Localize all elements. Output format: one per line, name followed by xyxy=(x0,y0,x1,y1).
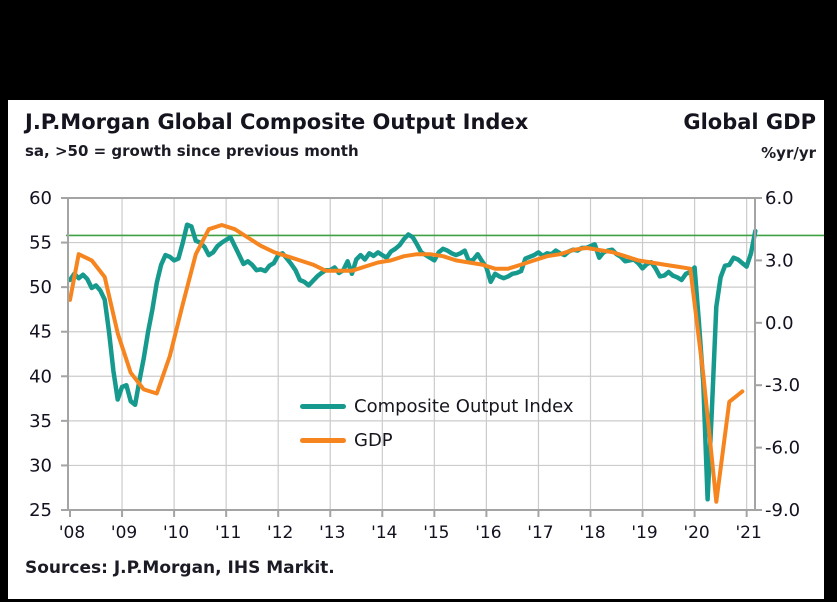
legend-item-composite: Composite Output Index xyxy=(300,396,574,417)
y-left-tick-label: 60 xyxy=(29,188,52,209)
y-right-tick-label: 0.0 xyxy=(765,313,794,334)
y-left-tick-label: 35 xyxy=(29,411,52,432)
right-axis-units: %yr/yr xyxy=(761,144,816,162)
chart-canvas: 60 55 50 45 40 35 30 25 6.0 3.0 0.0 -3.0 -6.0 -9.0 '08… xyxy=(29,188,824,543)
x-tick-label: '10 xyxy=(163,523,189,543)
y-left-tick-label: 30 xyxy=(29,455,52,476)
y-left-tick-label: 50 xyxy=(29,277,52,298)
y-right-tick-label: -9.0 xyxy=(765,500,800,521)
x-tick-label: '20 xyxy=(683,523,709,543)
y-left-tick-label: 45 xyxy=(29,322,52,343)
x-tick-label: '18 xyxy=(579,523,605,543)
gdp-line-swatch xyxy=(300,438,346,443)
y-right-tick-label: -6.0 xyxy=(765,438,800,459)
y-right-tick-label: 6.0 xyxy=(765,188,794,209)
x-tick-label: '12 xyxy=(267,523,293,543)
x-tick-label: '13 xyxy=(319,523,345,543)
legend-item-gdp: GDP xyxy=(300,430,574,451)
chart-title: J.P.Morgan Global Composite Output Index xyxy=(25,110,529,134)
x-tick-label: '19 xyxy=(631,523,657,543)
right-axis-title: Global GDP xyxy=(683,110,816,134)
x-tick-label: '21 xyxy=(735,523,761,543)
composite-line-swatch xyxy=(300,404,346,409)
x-tick-label: '15 xyxy=(423,523,449,543)
x-tick-label: '11 xyxy=(215,523,241,543)
y-left-tick-label: 25 xyxy=(29,500,52,521)
y-right-tick-label: 3.0 xyxy=(765,250,794,271)
chart-card: J.P.Morgan Global Composite Output Index… xyxy=(8,97,824,599)
sources-note: Sources: J.P.Morgan, IHS Markit. xyxy=(25,558,335,578)
x-tick-label: '17 xyxy=(527,523,553,543)
y-left-tick-label: 55 xyxy=(29,233,52,254)
y-right-tick-label: -3.0 xyxy=(765,375,800,396)
chart-subtitle: sa, >50 = growth since previous month xyxy=(25,142,359,160)
x-tick-label: '08 xyxy=(59,523,85,543)
legend: Composite Output Index GDP xyxy=(300,396,574,464)
legend-label-composite: Composite Output Index xyxy=(354,396,574,417)
x-tick-label: '16 xyxy=(475,523,501,543)
x-tick-label: '09 xyxy=(111,523,137,543)
legend-label-gdp: GDP xyxy=(354,430,393,451)
y-left-tick-label: 40 xyxy=(29,366,52,387)
x-tick-label: '14 xyxy=(371,523,397,543)
